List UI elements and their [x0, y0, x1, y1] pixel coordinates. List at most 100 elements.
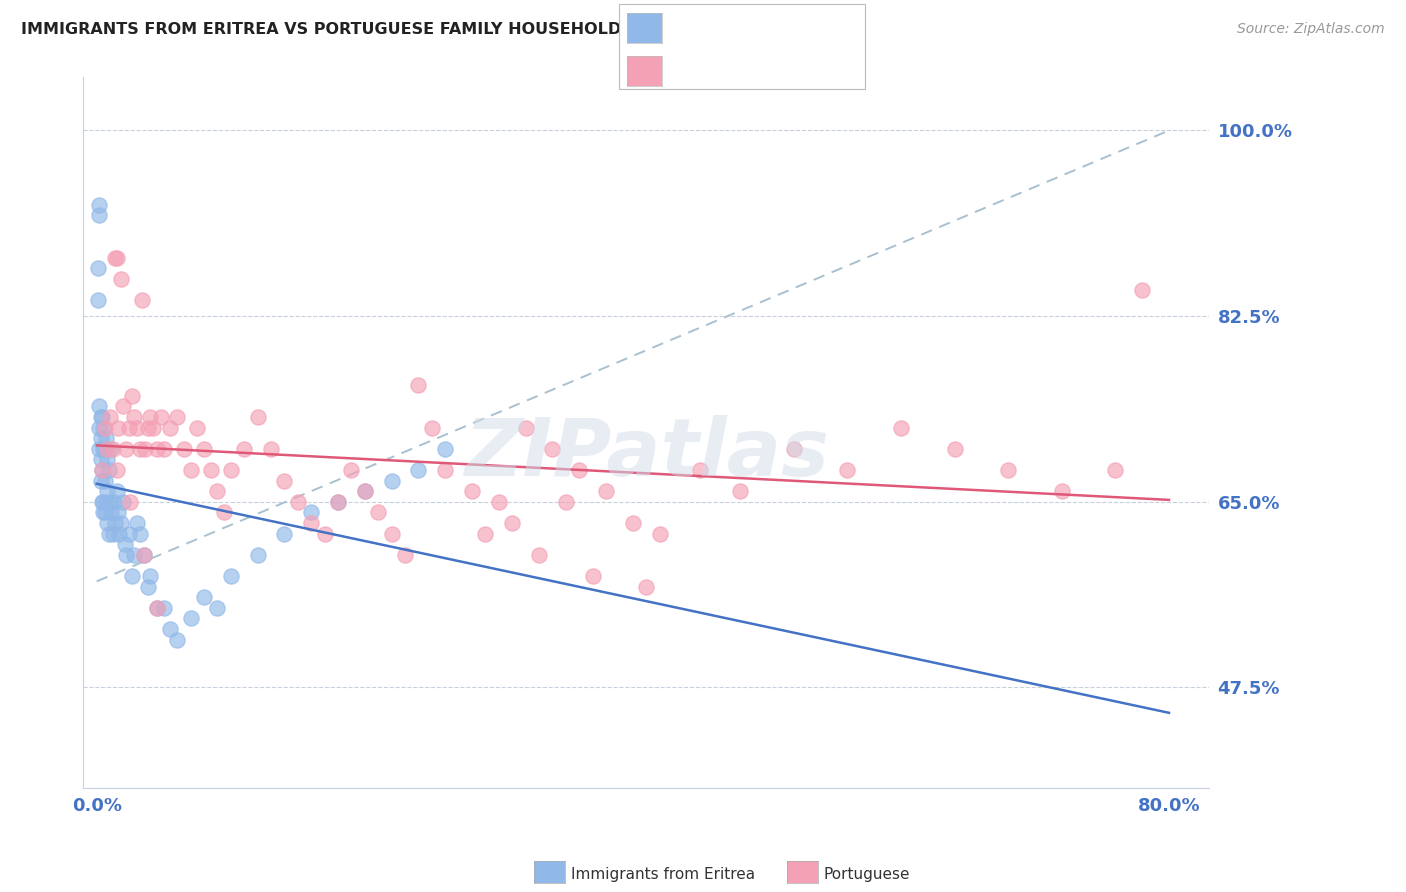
- Point: [91, 495, 114, 509]
- Point: [90, 452, 112, 467]
- Point: [104, 251, 127, 265]
- Point: [434, 463, 457, 477]
- Point: [461, 484, 484, 499]
- Point: [150, 409, 173, 424]
- Point: [648, 526, 671, 541]
- Text: N =: N =: [766, 68, 806, 86]
- Point: [132, 548, 155, 562]
- Point: [314, 526, 336, 541]
- Point: [273, 474, 295, 488]
- Point: [212, 505, 235, 519]
- Point: [110, 516, 132, 530]
- Point: [110, 272, 132, 286]
- Point: [108, 526, 131, 541]
- Point: [118, 420, 141, 434]
- Point: [246, 548, 269, 562]
- Point: [91, 463, 114, 477]
- Point: [159, 622, 181, 636]
- Point: [104, 516, 127, 530]
- Point: [114, 537, 136, 551]
- Point: [91, 463, 114, 477]
- Point: [132, 548, 155, 562]
- Point: [287, 495, 309, 509]
- Point: [96, 484, 118, 499]
- Point: [136, 420, 159, 434]
- Point: [120, 495, 142, 509]
- Point: [420, 420, 443, 434]
- Point: [87, 261, 110, 276]
- Point: [90, 474, 112, 488]
- Point: [474, 526, 496, 541]
- Point: [219, 463, 242, 477]
- Point: [353, 484, 375, 499]
- Point: [207, 484, 229, 499]
- Point: [93, 474, 115, 488]
- Point: [139, 409, 162, 424]
- Point: [541, 442, 564, 456]
- Point: [246, 409, 269, 424]
- Point: [93, 505, 115, 519]
- Text: 0.087: 0.087: [707, 25, 765, 43]
- Point: [139, 569, 162, 583]
- Point: [408, 378, 430, 392]
- Point: [128, 442, 150, 456]
- Point: [93, 505, 115, 519]
- Text: 65: 65: [799, 25, 824, 43]
- Point: [166, 409, 188, 424]
- Point: [394, 548, 416, 562]
- Point: [621, 516, 644, 530]
- Point: [890, 420, 912, 434]
- Point: [115, 442, 138, 456]
- Point: [1104, 463, 1126, 477]
- Point: [527, 548, 550, 562]
- Point: [166, 632, 188, 647]
- Point: [93, 420, 115, 434]
- Point: [200, 463, 222, 477]
- Point: [501, 516, 523, 530]
- Point: [159, 420, 181, 434]
- Point: [179, 463, 201, 477]
- Point: [434, 442, 457, 456]
- Point: [146, 600, 169, 615]
- Text: N =: N =: [766, 25, 806, 43]
- Text: ZIPatlas: ZIPatlas: [464, 415, 828, 493]
- Text: R =: R =: [675, 68, 714, 86]
- Point: [89, 198, 111, 212]
- Point: [94, 495, 117, 509]
- Point: [233, 442, 256, 456]
- Point: [97, 526, 120, 541]
- Text: R =: R =: [675, 25, 714, 43]
- Point: [128, 526, 150, 541]
- Point: [142, 420, 165, 434]
- Point: [98, 409, 121, 424]
- Point: [90, 409, 112, 424]
- Point: [87, 293, 110, 308]
- Point: [173, 442, 195, 456]
- Point: [107, 505, 129, 519]
- Point: [107, 420, 129, 434]
- Text: Portuguese: Portuguese: [824, 867, 911, 882]
- Point: [121, 569, 143, 583]
- Point: [125, 420, 148, 434]
- Point: [91, 409, 114, 424]
- Point: [136, 580, 159, 594]
- Point: [582, 569, 605, 583]
- Point: [105, 463, 128, 477]
- Point: [367, 505, 389, 519]
- Point: [219, 569, 242, 583]
- Point: [89, 442, 111, 456]
- Point: [408, 463, 430, 477]
- Point: [299, 516, 322, 530]
- Point: [179, 611, 201, 625]
- Point: [89, 400, 111, 414]
- Point: [100, 505, 122, 519]
- Point: [595, 484, 617, 499]
- Point: [146, 600, 169, 615]
- Point: [118, 526, 141, 541]
- Point: [1130, 283, 1153, 297]
- Text: Immigrants from Eritrea: Immigrants from Eritrea: [571, 867, 755, 882]
- Point: [93, 495, 115, 509]
- Point: [554, 495, 576, 509]
- Point: [96, 442, 118, 456]
- Point: [112, 495, 135, 509]
